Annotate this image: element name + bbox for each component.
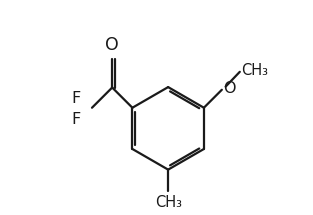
Text: O: O: [223, 81, 236, 96]
Text: CH₃: CH₃: [241, 63, 268, 78]
Text: CH₃: CH₃: [155, 195, 182, 210]
Text: F: F: [71, 112, 80, 127]
Text: O: O: [105, 36, 119, 54]
Text: F: F: [71, 91, 80, 106]
